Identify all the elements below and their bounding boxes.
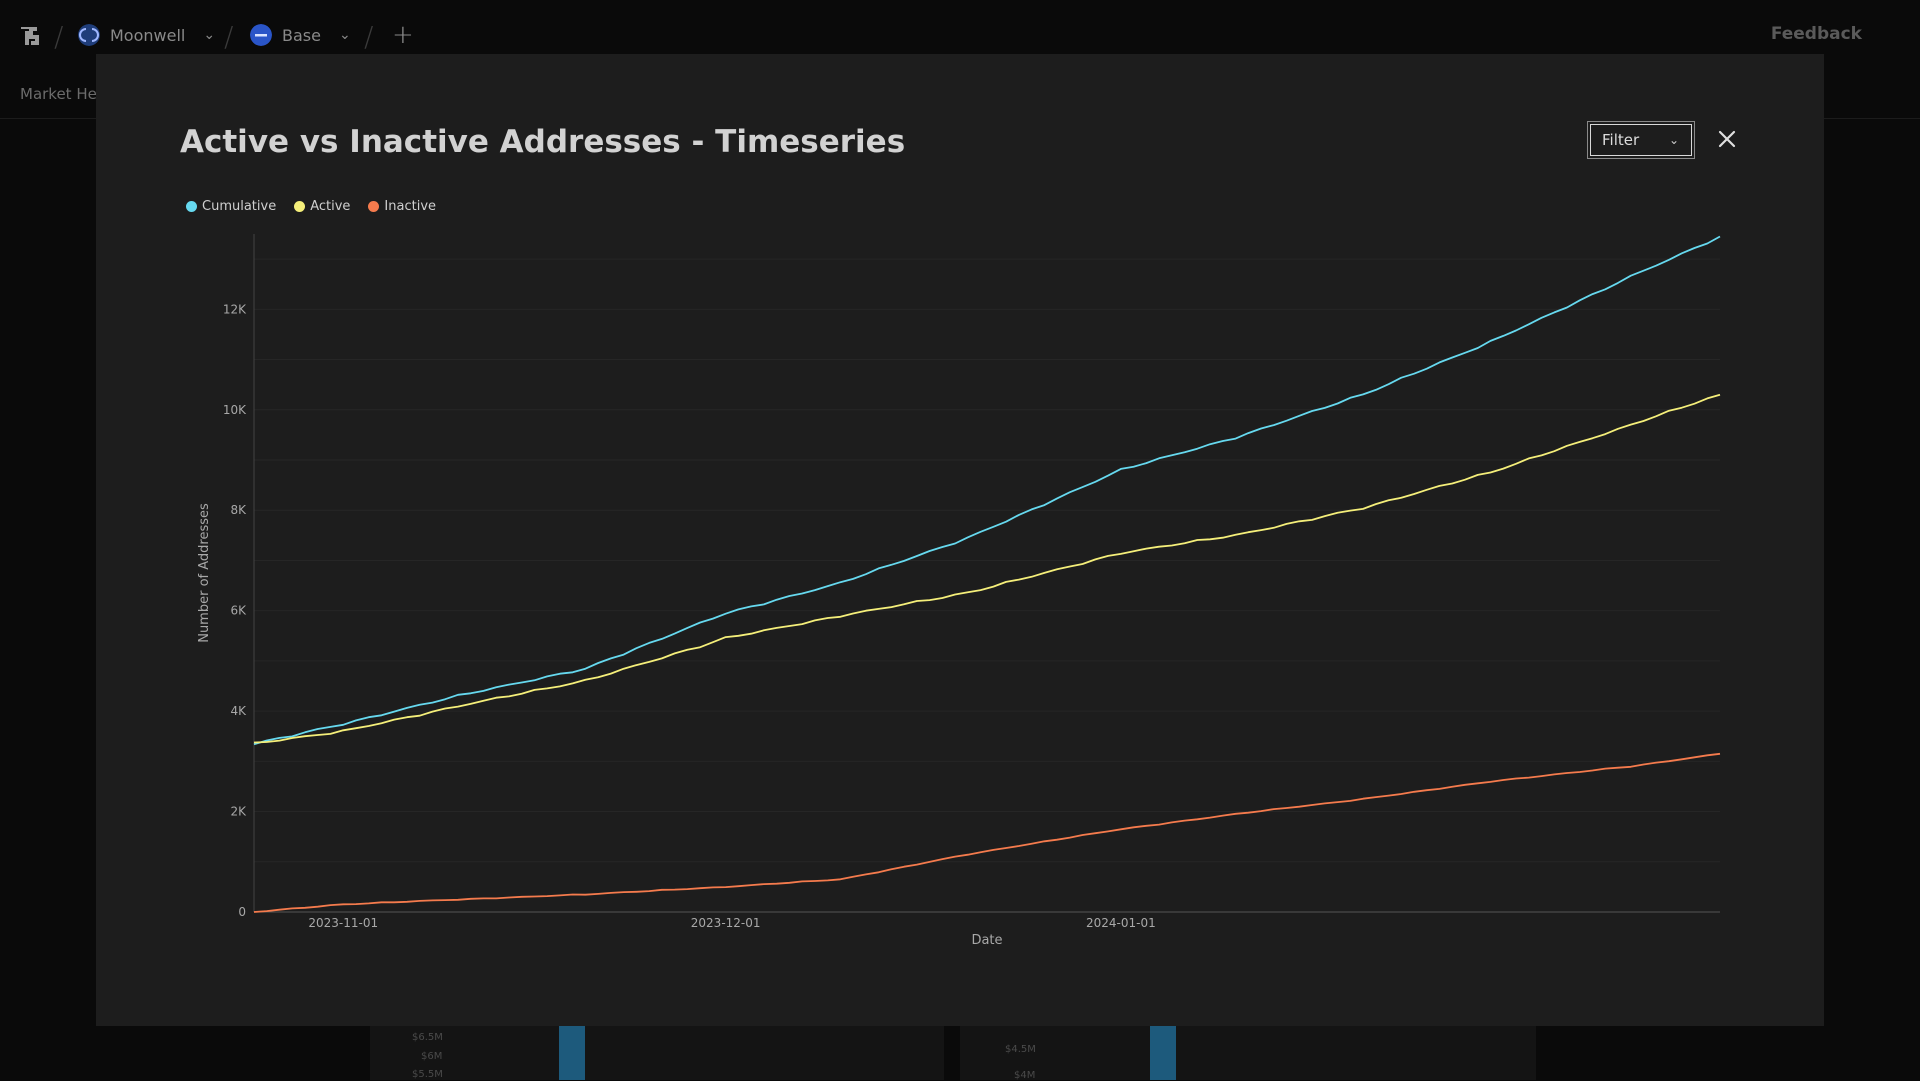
- timeseries-line-chart: 0 2K 4K 6K 8K 10K 12K 2023-11-01 2023-12-01 2024…: [197, 234, 1721, 948]
- breadcrumb-separator: /: [224, 20, 234, 53]
- x-tick-label: 2024-01-01: [1086, 916, 1156, 930]
- filter-dropdown[interactable]: Filter ⌄: [1590, 124, 1692, 156]
- add-icon[interactable]: +: [392, 20, 414, 50]
- y-axis-label: Number of Addresses: [197, 503, 212, 643]
- legend-swatch: [186, 201, 197, 212]
- legend-label: Active: [310, 199, 351, 214]
- breadcrumb-separator: /: [364, 20, 374, 53]
- series-line-active[interactable]: [253, 393, 1721, 744]
- background-tick: $5.5M: [412, 1069, 443, 1080]
- legend-label: Inactive: [384, 199, 437, 214]
- y-tick-label: 10K: [223, 403, 247, 417]
- series-lines: [253, 235, 1721, 913]
- background-chart-panel: [370, 1024, 944, 1080]
- background-tick: $6M: [421, 1051, 443, 1062]
- chevron-down-icon: ⌄: [203, 27, 216, 43]
- subnav-tab[interactable]: Market Hea: [20, 85, 107, 103]
- background-tick: $4M: [1014, 1070, 1036, 1081]
- moonwell-logo-icon: [78, 24, 100, 46]
- chevron-down-icon: ⌄: [1668, 133, 1679, 147]
- chart-modal: Active vs Inactive Addresses - Timeserie…: [96, 54, 1824, 1026]
- legend-label: Cumulative: [202, 199, 277, 214]
- x-tick-label: 2023-11-01: [308, 916, 378, 930]
- legend-swatch: [294, 201, 306, 212]
- chain-selector[interactable]: Base ⌄: [250, 24, 351, 46]
- project-name: Moonwell: [110, 25, 186, 45]
- y-axis-ticks: 0 2K 4K 6K 8K 10K 12K: [223, 302, 247, 919]
- background-bar: [559, 1024, 585, 1080]
- y-tick-label: 12K: [223, 302, 247, 316]
- series-line-inactive[interactable]: [253, 752, 1721, 913]
- modal-title: Active vs Inactive Addresses - Timeserie…: [180, 124, 906, 160]
- x-tick-label: 2023-12-01: [691, 916, 761, 930]
- gridlines: [254, 258, 1720, 863]
- chart-legend: Cumulative Active Inactive: [186, 199, 436, 214]
- background-tick: $4.5M: [1005, 1044, 1036, 1055]
- legend-item-active[interactable]: Active: [294, 199, 350, 214]
- project-selector[interactable]: Moonwell ⌄: [78, 24, 215, 46]
- background-bar: [1150, 1024, 1176, 1080]
- chain-name: Base: [282, 25, 321, 45]
- chevron-down-icon: ⌄: [338, 27, 351, 43]
- legend-swatch: [368, 201, 380, 212]
- series-line-cumulative[interactable]: [253, 235, 1721, 746]
- legend-item-inactive[interactable]: Inactive: [368, 199, 436, 214]
- y-tick-label: 6K: [230, 604, 247, 618]
- y-tick-label: 8K: [230, 503, 247, 517]
- y-tick-label: 0: [238, 905, 246, 919]
- close-icon[interactable]: [1714, 126, 1740, 152]
- app-logo-icon[interactable]: [18, 24, 42, 48]
- legend-item-cumulative[interactable]: Cumulative: [186, 199, 276, 214]
- background-tick: $6.5M: [412, 1032, 443, 1043]
- x-axis-ticks: 2023-11-01 2023-12-01 2024-01-01: [308, 916, 1155, 930]
- top-bar: / Moonwell ⌄ / Base ⌄ / + Feedback: [0, 0, 1920, 70]
- base-chain-icon: [250, 24, 272, 46]
- background-chart-panel: [960, 1024, 1536, 1080]
- feedback-button[interactable]: Feedback: [1770, 24, 1862, 44]
- y-tick-label: 2K: [230, 805, 247, 819]
- breadcrumb-separator: /: [54, 20, 64, 53]
- y-tick-label: 4K: [230, 704, 247, 718]
- x-axis-label: Date: [971, 933, 1002, 948]
- filter-label: Filter: [1602, 131, 1640, 149]
